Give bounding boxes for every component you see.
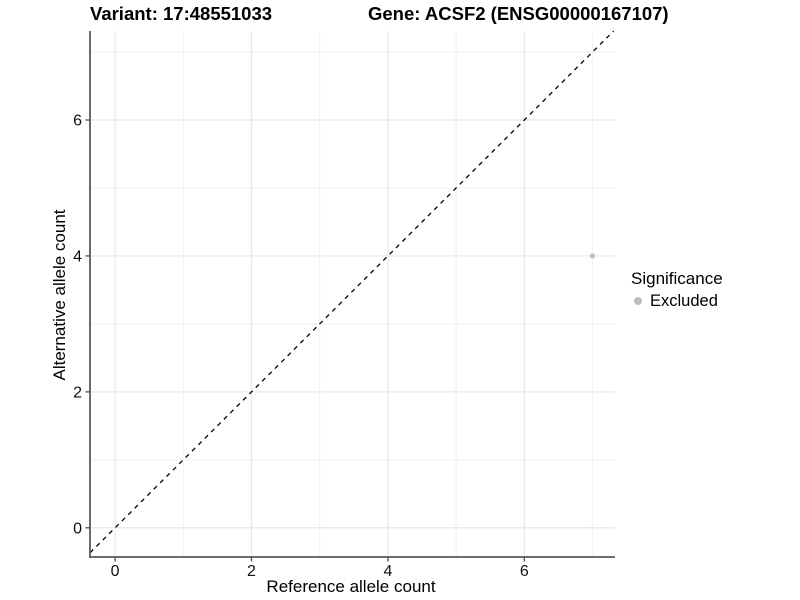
- legend-item-excluded: Excluded: [631, 291, 723, 311]
- data-point: [589, 253, 596, 259]
- y-tick-label: 0: [73, 520, 82, 537]
- excluded-point-icon: [634, 297, 642, 305]
- x-tick-label: 4: [383, 563, 392, 580]
- x-tick-label: 6: [520, 563, 529, 580]
- identity-dashed-line: [89, 30, 615, 554]
- x-tick-label: 2: [247, 563, 256, 580]
- y-axis-title: Alternative allele count: [50, 209, 69, 381]
- x-axis-title: Reference allele count: [266, 577, 436, 596]
- gene-title: Gene: ACSF2 (ENSG00000167107): [368, 3, 669, 24]
- x-tick-label: 0: [111, 563, 120, 580]
- y-tick-label: 4: [73, 248, 82, 265]
- legend-item-label: Excluded: [650, 292, 718, 310]
- variant-title: Variant: 17:48551033: [90, 3, 273, 24]
- y-tick-label: 6: [73, 113, 82, 130]
- legend: Significance Excluded: [631, 268, 723, 311]
- y-tick-label: 2: [73, 384, 82, 401]
- legend-title: Significance: [631, 269, 723, 288]
